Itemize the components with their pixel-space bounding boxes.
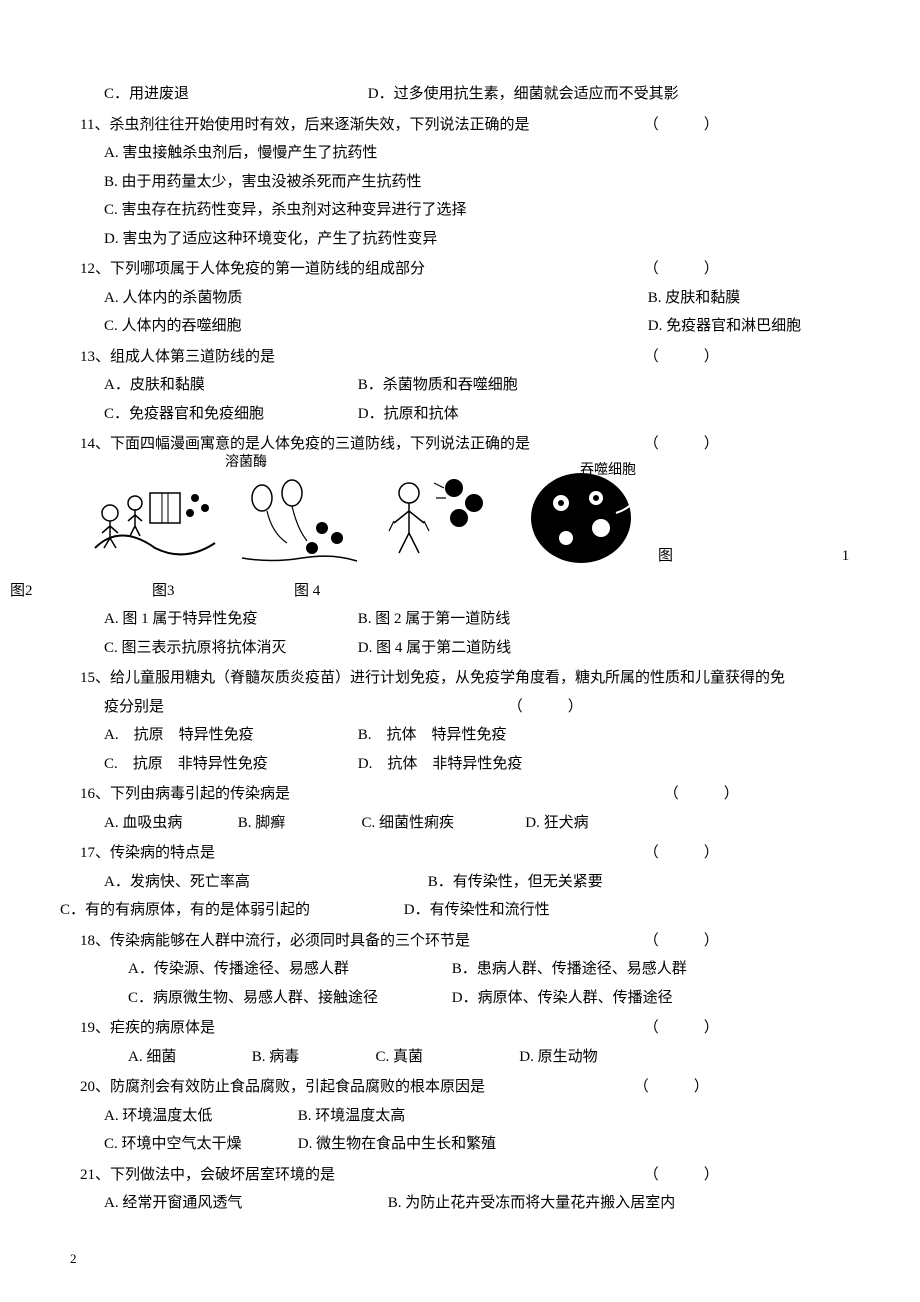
q11-opt-a: A. 害虫接触杀虫剂后，慢慢产生了抗药性 (104, 145, 377, 161)
q16-opt-b: B. 脚癣 (238, 809, 358, 838)
q14-fig1 (516, 463, 646, 575)
q12-opt-a: A. 人体内的杀菌物质 (104, 284, 644, 313)
q14-cap2: 图2 (10, 577, 140, 606)
q17-opt-a: A．发病快、死亡率高 (104, 868, 424, 897)
q16-opt-c: C. 细菌性痢疾 (362, 809, 522, 838)
q11-stem: 11、杀虫剂往往开始使用时有效，后来逐渐失效，下列说法正确的是 (80, 111, 640, 140)
q14-fig1-label-a: 图 (658, 542, 838, 571)
q13-opt-a: A．皮肤和黏膜 (104, 371, 354, 400)
q18-opt-c: C．病原微生物、易感人群、接触途径 (128, 984, 448, 1013)
q10-opt-c: C．用进废退 (104, 80, 364, 109)
q18-paren: （ ） (644, 927, 719, 956)
q15-opt-a: A. 抗原 特异性免疫 (104, 721, 354, 750)
q18-opt-b: B．患病人群、传播途径、易感人群 (452, 961, 687, 977)
q16-stem: 16、下列由病毒引起的传染病是 (80, 780, 660, 809)
q15-opt-c: C. 抗原 非特异性免疫 (104, 750, 354, 779)
q21-opt-a: A. 经常开窗通风透气 (104, 1189, 384, 1218)
q16-paren: （ ） (664, 780, 739, 809)
q21-paren: （ ） (644, 1161, 719, 1190)
q15-opt-b: B. 抗体 特异性免疫 (358, 727, 507, 743)
q20-opt-d: D. 微生物在食品中生长和繁殖 (298, 1136, 496, 1152)
q14-opt-a: A. 图 1 属于特异性免疫 (104, 605, 354, 634)
q14-opt-c: C. 图三表示抗原将抗体消灭 (104, 634, 354, 663)
q17-opt-c: C．有的有病原体，有的是体弱引起的 (60, 896, 400, 925)
q20-stem: 20、防腐剂会有效防止食品腐败，引起食品腐败的根本原因是 (80, 1073, 630, 1102)
q19-opt-d: D. 原生动物 (519, 1049, 597, 1065)
q12-opt-b: B. 皮肤和黏膜 (648, 290, 741, 306)
q20-opt-b: B. 环境温度太高 (298, 1108, 406, 1124)
q12-paren: （ ） (644, 255, 719, 284)
q17-opt-d: D．有传染性和流行性 (404, 902, 550, 918)
q18-stem: 18、传染病能够在人群中流行，必须同时具备的三个环节是 (80, 927, 640, 956)
q13-opt-d: D．抗原和抗体 (358, 406, 459, 422)
q16-opt-a: A. 血吸虫病 (104, 809, 234, 838)
page-number: 2 (70, 1247, 77, 1272)
q14-stem: 14、下面四幅漫画寓意的是人体免疫的三道防线，下列说法正确的是 (80, 430, 640, 459)
q19-opt-c: C. 真菌 (376, 1043, 516, 1072)
q16-opt-d: D. 狂犬病 (525, 815, 588, 831)
q18-opt-a: A．传染源、传播途径、易感人群 (128, 955, 448, 984)
q14-opt-b: B. 图 2 属于第一道防线 (358, 611, 511, 627)
q17-opt-b: B．有传染性，但无关紧要 (428, 874, 603, 890)
q19-opt-b: B. 病毒 (252, 1043, 372, 1072)
q17-paren: （ ） (644, 839, 719, 868)
q15-stem2: 疫分别是 (104, 693, 504, 722)
q13-opt-b: B．杀菌物质和吞噬细胞 (358, 377, 518, 393)
q12-opt-c: C. 人体内的吞噬细胞 (104, 312, 644, 341)
q18-opt-d: D．病原体、传染人群、传播途径 (452, 990, 673, 1006)
q11-paren: （ ） (644, 111, 719, 140)
q13-opt-c: C．免疫器官和免疫细胞 (104, 400, 354, 429)
q13-paren: （ ） (644, 343, 719, 372)
q14-paren: （ ） (644, 430, 719, 459)
q21-opt-b: B. 为防止花卉受冻而将大量花卉搬入居室内 (388, 1195, 676, 1211)
q20-opt-a: A. 环境温度太低 (104, 1102, 294, 1131)
q10-opt-d: D．过多使用抗生素，细菌就会适应而不受其影 (368, 86, 679, 102)
q19-stem: 19、疟疾的病原体是 (80, 1014, 640, 1043)
q11-opt-c: C. 害虫存在抗药性变异，杀虫剂对这种变异进行了选择 (104, 202, 467, 218)
q12-opt-d: D. 免疫器官和淋巴细胞 (648, 318, 801, 334)
q14-fig2 (90, 463, 220, 575)
q15-stem1: 15、给儿童服用糖丸（脊髓灰质炎疫苗）进行计划免疫，从免疫学角度看，糖丸所属的性… (80, 670, 785, 686)
q20-paren: （ ） (634, 1073, 709, 1102)
q15-paren: （ ） (508, 693, 583, 722)
q14-fig4 (374, 463, 504, 575)
q21-stem: 21、下列做法中，会破坏居室环境的是 (80, 1161, 640, 1190)
q14-fig3 (232, 463, 362, 575)
q15-opt-d: D. 抗体 非特异性免疫 (358, 756, 523, 772)
q12-stem: 12、下列哪项属于人体免疫的第一道防线的组成部分 (80, 255, 640, 284)
q20-opt-c: C. 环境中空气太干燥 (104, 1130, 294, 1159)
q19-opt-a: A. 细菌 (128, 1043, 248, 1072)
q13-stem: 13、组成人体第三道防线的是 (80, 343, 640, 372)
q11-opt-d: D. 害虫为了适应这种环境变化，产生了抗药性变异 (104, 231, 437, 247)
q14-opt-d: D. 图 4 属于第二道防线 (358, 640, 511, 656)
q14-fig1-label-b: 1 (842, 548, 850, 564)
q11-opt-b: B. 由于用药量太少，害虫没被杀死而产生抗药性 (104, 174, 422, 190)
q17-stem: 17、传染病的特点是 (80, 839, 640, 868)
q19-paren: （ ） (644, 1014, 719, 1043)
q14-cap4: 图 4 (294, 577, 424, 606)
q14-cap3: 图3 (152, 577, 282, 606)
